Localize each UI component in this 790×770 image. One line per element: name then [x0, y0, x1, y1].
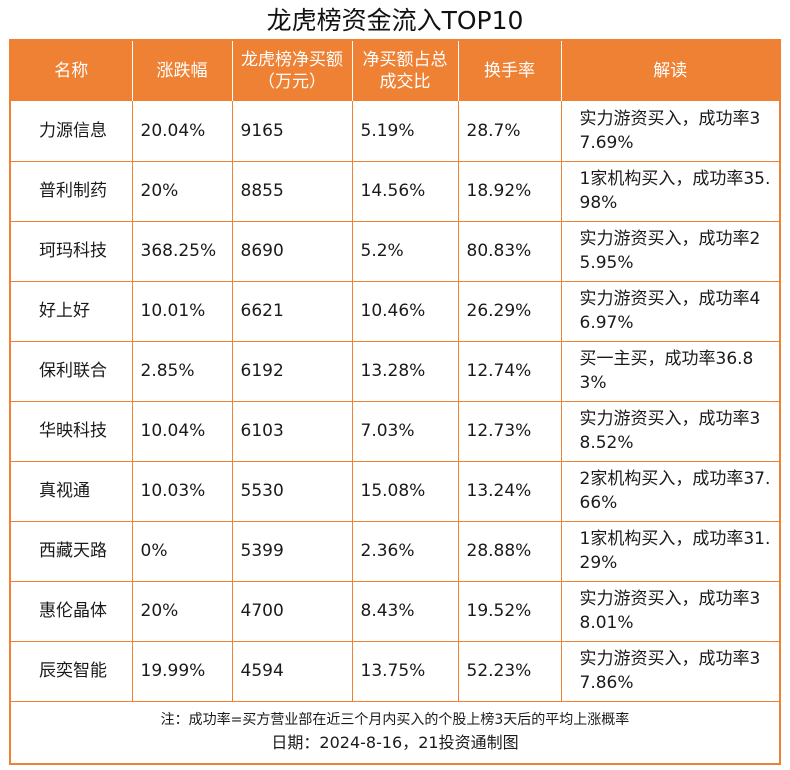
cell-name: 真视通	[11, 460, 132, 521]
cell-change: 10.03%	[131, 460, 232, 521]
table-body: 力源信息 20.04% 9165 5.19% 28.7% 实力游资买入，成功率37.69%…	[11, 101, 779, 702]
cell-turnover: 28.88%	[457, 520, 561, 581]
cell-turnover: 12.74%	[457, 340, 561, 401]
header-name: 名称	[11, 41, 132, 101]
table-row: 力源信息 20.04% 9165 5.19% 28.7% 实力游资买入，成功率37.69%	[11, 101, 779, 161]
inflow-table: 名称 涨跌幅 龙虎榜净买额（万元） 净买额占总成交比 换手率 解读 力源信息 20…	[11, 41, 779, 702]
cell-ratio: 5.19%	[351, 101, 458, 161]
cell-net-buy: 8855	[231, 160, 352, 221]
table-frame: 名称 涨跌幅 龙虎榜净买额（万元） 净买额占总成交比 换手率 解读 力源信息 20…	[9, 39, 781, 765]
cell-name: 保利联合	[11, 340, 132, 401]
cell-name: 力源信息	[39, 120, 107, 141]
cell-interp: 实力游资买入，成功率25.95%	[560, 220, 779, 281]
footnote: 注：成功率=买方营业部在近三个月内买入的个股上榜3天后的平均上涨概率	[160, 712, 630, 728]
cell-net-buy: 6103	[231, 400, 352, 461]
cell-name: 辰奕智能	[11, 640, 132, 702]
cell-net-buy: 9165	[231, 101, 352, 161]
cell-turnover: 52.23%	[457, 640, 561, 702]
cell-net-buy: 4594	[231, 640, 352, 702]
table-row: 好上好 10.01% 6621 10.46% 26.29% 实力游资买入，成功率46.97…	[11, 280, 779, 341]
cell-ratio: 14.56%	[351, 160, 458, 221]
cell-change: 19.99%	[131, 640, 232, 702]
cell-turnover: 13.24%	[457, 460, 561, 521]
cell-interp: 实力游资买入，成功率38.52%	[560, 400, 779, 461]
cell-turnover: 26.29%	[457, 280, 561, 341]
cell-interp: 实力游资买入，成功率38.01%	[560, 580, 779, 641]
cell-ratio: 7.03%	[351, 400, 458, 461]
cell-change: 10.01%	[131, 280, 232, 341]
cell-turnover: 19.52%	[457, 580, 561, 641]
table-row: 真视通 10.03% 5530 15.08% 13.24% 2家机构买入，成功率37.66…	[11, 460, 779, 521]
cell-interp: 实力游资买入，成功率37.86%	[560, 640, 779, 702]
cell-net-buy: 6192	[231, 340, 352, 401]
cell-turnover: 80.83%	[457, 220, 561, 281]
header-change: 涨跌幅	[131, 41, 232, 101]
date-credit: 日期：2024-8-16，21投资通制图	[271, 733, 519, 752]
page-title: 龙虎榜资金流入TOP10	[266, 6, 524, 35]
table-row: 保利联合 2.85% 6192 13.28% 12.74% 买一主买，成功率36.83%	[11, 340, 779, 401]
table-header-row: 名称 涨跌幅 龙虎榜净买额（万元） 净买额占总成交比 换手率 解读	[11, 41, 779, 101]
header-net-buy: 龙虎榜净买额（万元）	[231, 41, 352, 101]
cell-interp: 实力游资买入，成功率37.69%	[560, 101, 779, 161]
header-interp: 解读	[560, 41, 779, 101]
cell-interp: 1家机构买入，成功率35.98%	[560, 160, 779, 221]
cell-name: 西藏天路	[11, 520, 132, 581]
cell-ratio: 13.75%	[351, 640, 458, 702]
cell-ratio: 13.28%	[351, 340, 458, 401]
cell-net-buy: 4700	[231, 580, 352, 641]
cell-name: 普利制药	[11, 160, 132, 221]
cell-turnover: 18.92%	[457, 160, 561, 221]
cell-ratio: 5.2%	[351, 220, 458, 281]
cell-turnover: 28.7%	[457, 101, 561, 161]
table-footer: 注：成功率=买方营业部在近三个月内买入的个股上榜3天后的平均上涨概率 日期：20…	[11, 709, 779, 755]
cell-change: 20%	[131, 160, 232, 221]
cell-change: 20.04%	[131, 101, 232, 161]
cell-net-buy: 8690	[231, 220, 352, 281]
cell-change: 2.85%	[131, 340, 232, 401]
table-row: 珂玛科技 368.25% 8690 5.2% 80.83% 实力游资买入，成功率25.95…	[11, 220, 779, 281]
cell-change: 10.04%	[131, 400, 232, 461]
cell-interp: 买一主买，成功率36.83%	[560, 340, 779, 401]
table-row: 辰奕智能 19.99% 4594 13.75% 52.23% 实力游资买入，成功率37.8…	[11, 640, 779, 702]
cell-interp: 实力游资买入，成功率46.97%	[560, 280, 779, 341]
cell-change: 368.25%	[131, 220, 232, 281]
cell-interp: 2家机构买入，成功率37.66%	[560, 460, 779, 521]
cell-interp: 1家机构买入，成功率31.29%	[560, 520, 779, 581]
table-row: 惠伦晶体 20% 4700 8.43% 19.52% 实力游资买入，成功率38.01%	[11, 580, 779, 641]
cell-name: 华映科技	[11, 400, 132, 461]
cell-change: 20%	[131, 580, 232, 641]
header-ratio: 净买额占总成交比	[351, 41, 458, 101]
cell-name: 好上好	[11, 280, 132, 341]
table-row: 华映科技 10.04% 6103 7.03% 12.73% 实力游资买入，成功率38.52…	[11, 400, 779, 461]
cell-ratio: 8.43%	[351, 580, 458, 641]
table-row: 西藏天路 0% 5399 2.36% 28.88% 1家机构买入，成功率31.29%	[11, 520, 779, 581]
cell-change: 0%	[131, 520, 232, 581]
cell-name: 惠伦晶体	[11, 580, 132, 641]
cell-turnover: 12.73%	[457, 400, 561, 461]
cell-name: 珂玛科技	[11, 220, 132, 281]
cell-ratio: 10.46%	[351, 280, 458, 341]
cell-ratio: 2.36%	[351, 520, 458, 581]
cell-net-buy: 6621	[231, 280, 352, 341]
cell-net-buy: 5530	[231, 460, 352, 521]
header-turnover: 换手率	[457, 41, 561, 101]
cell-ratio: 15.08%	[351, 460, 458, 521]
table-row: 普利制药 20% 8855 14.56% 18.92% 1家机构买入，成功率35.98%	[11, 160, 779, 221]
cell-net-buy: 5399	[231, 520, 352, 581]
